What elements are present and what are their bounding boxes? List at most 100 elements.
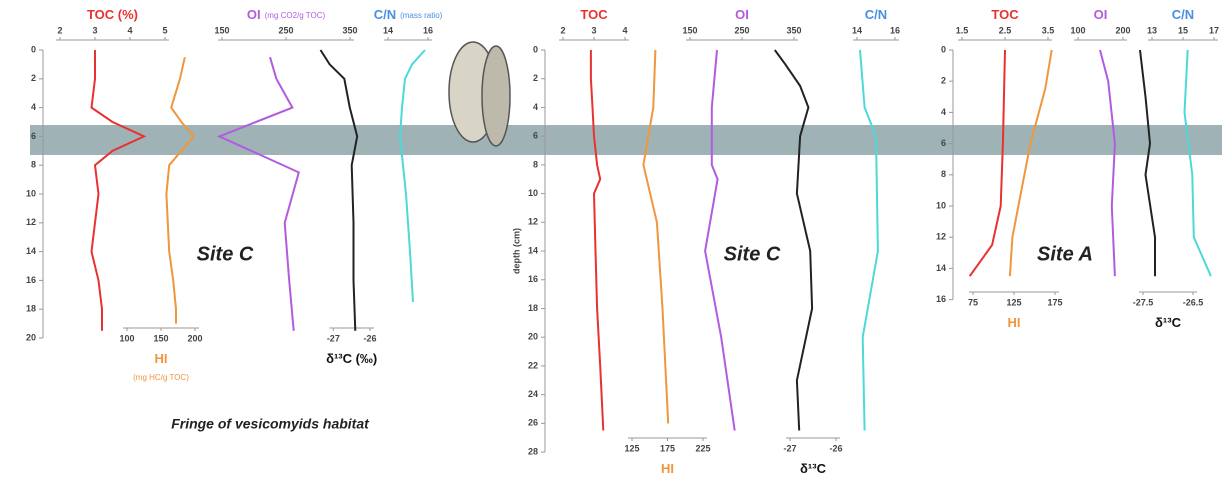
y-tick-label: 6: [941, 138, 946, 148]
site-title: Site C: [724, 243, 781, 265]
series-name: δ¹³C (‰): [326, 351, 377, 366]
x-tick-label: 150: [682, 25, 697, 35]
x-tick-label: -26.5: [1183, 297, 1204, 307]
profile-line: [216, 56, 300, 331]
x-tick-label: 2: [57, 25, 62, 35]
y-tick-label: 2: [941, 76, 946, 86]
site-title: Site C: [197, 243, 254, 265]
x-tick-label: 3.5: [1042, 25, 1055, 35]
y-tick-label: 10: [528, 188, 538, 198]
x-tick-label: -27: [783, 443, 796, 453]
y-tick-label: 0: [533, 44, 538, 54]
y-tick-label: 10: [26, 188, 36, 198]
series-label: OI: [1094, 7, 1108, 22]
series-label: TOC: [580, 7, 608, 22]
y-tick-label: 18: [26, 304, 36, 314]
x-tick-label: 16: [890, 25, 900, 35]
series-name: δ¹³C: [1155, 315, 1182, 330]
y-tick-label: 4: [941, 107, 946, 117]
series-unit: (mg HC/g TOC): [133, 373, 189, 382]
y-tick-label: 12: [528, 217, 538, 227]
profile-line: [165, 56, 195, 324]
series-label: C/N: [865, 7, 887, 22]
x-tick-label: 175: [1047, 297, 1062, 307]
y-tick-label: 20: [528, 332, 538, 342]
series-name: OI: [735, 7, 749, 22]
y-tick-label: 18: [528, 303, 538, 313]
series-name: TOC: [580, 7, 608, 22]
x-tick-label: 3: [92, 25, 97, 35]
clam-icon: [448, 41, 511, 147]
x-tick-label: 250: [278, 25, 293, 35]
y-tick-label: 2: [31, 73, 36, 83]
y-tick-label: 0: [31, 44, 36, 54]
series-label: TOC: [991, 7, 1019, 22]
y-tick-label: 8: [533, 159, 538, 169]
y-tick-label: 14: [528, 245, 538, 255]
y-tick-label: 20: [26, 332, 36, 342]
x-tick-label: 3: [591, 25, 596, 35]
caption: Fringe of vesicomyids habitat: [171, 416, 370, 432]
series-name: C/N: [1172, 7, 1194, 22]
x-tick-label: 150: [214, 25, 229, 35]
y-tick-label: 16: [26, 275, 36, 285]
series-name: HI: [155, 351, 168, 366]
y-tick-label: 10: [936, 200, 946, 210]
series-name: OI: [247, 7, 261, 22]
x-tick-label: 225: [695, 443, 710, 453]
y-tick-label: 4: [31, 102, 36, 112]
profile-line: [859, 49, 879, 431]
x-tick-label: 125: [1006, 297, 1021, 307]
x-tick-label: 350: [786, 25, 801, 35]
profile-line: [1139, 49, 1156, 277]
profile-line: [968, 49, 1006, 277]
x-tick-label: 14: [852, 25, 862, 35]
y-tick-label: 12: [936, 232, 946, 242]
profile-line: [704, 49, 736, 431]
series-name: δ¹³C: [800, 461, 827, 476]
x-tick-label: 125: [624, 443, 639, 453]
series-label: δ¹³C (‰): [326, 351, 377, 366]
y-tick-label: 24: [528, 389, 538, 399]
x-tick-label: 17: [1209, 25, 1219, 35]
y-tick-label: 0: [941, 44, 946, 54]
y-tick-label: 16: [528, 274, 538, 284]
x-tick-label: -27.5: [1133, 297, 1154, 307]
y-tick-label: 26: [528, 418, 538, 428]
series-label: TOC (%): [87, 7, 138, 22]
y-tick-label: 6: [533, 131, 538, 141]
profile-line: [398, 49, 426, 303]
series-name: C/N: [865, 7, 887, 22]
series-label: HI: [661, 461, 674, 476]
series-label: OI: [735, 7, 749, 22]
y-tick-label: 16: [936, 294, 946, 304]
series-name: C/N: [374, 7, 396, 22]
x-tick-label: 13: [1147, 25, 1157, 35]
x-tick-label: 2.5: [999, 25, 1012, 35]
x-tick-label: -26: [829, 443, 842, 453]
series-unit: (mass ratio): [400, 11, 443, 20]
x-tick-label: 4: [622, 25, 627, 35]
x-tick-label: 16: [423, 25, 433, 35]
profile-line: [642, 49, 670, 424]
x-tick-label: 14: [383, 25, 393, 35]
x-tick-label: 5: [162, 25, 167, 35]
y-tick-label: 28: [528, 446, 538, 456]
series-name: TOC (%): [87, 7, 138, 22]
y-tick-label: 22: [528, 360, 538, 370]
x-tick-label: 250: [734, 25, 749, 35]
series-label: δ¹³C: [1155, 315, 1182, 330]
y-tick-label: 8: [941, 169, 946, 179]
profile-line: [1008, 49, 1053, 277]
x-tick-label: 175: [660, 443, 675, 453]
y-tick-label: 14: [936, 263, 946, 273]
x-tick-label: 1.5: [956, 25, 969, 35]
y-tick-label: 14: [26, 246, 36, 256]
y-axis-label: depth (cm): [511, 228, 521, 274]
y-tick-label: 12: [26, 217, 36, 227]
series-label: HI: [1008, 315, 1021, 330]
x-tick-label: -26: [363, 333, 376, 343]
x-tick-label: 150: [153, 333, 168, 343]
series-label: δ¹³C: [800, 461, 827, 476]
series-label: C/N: [1172, 7, 1194, 22]
